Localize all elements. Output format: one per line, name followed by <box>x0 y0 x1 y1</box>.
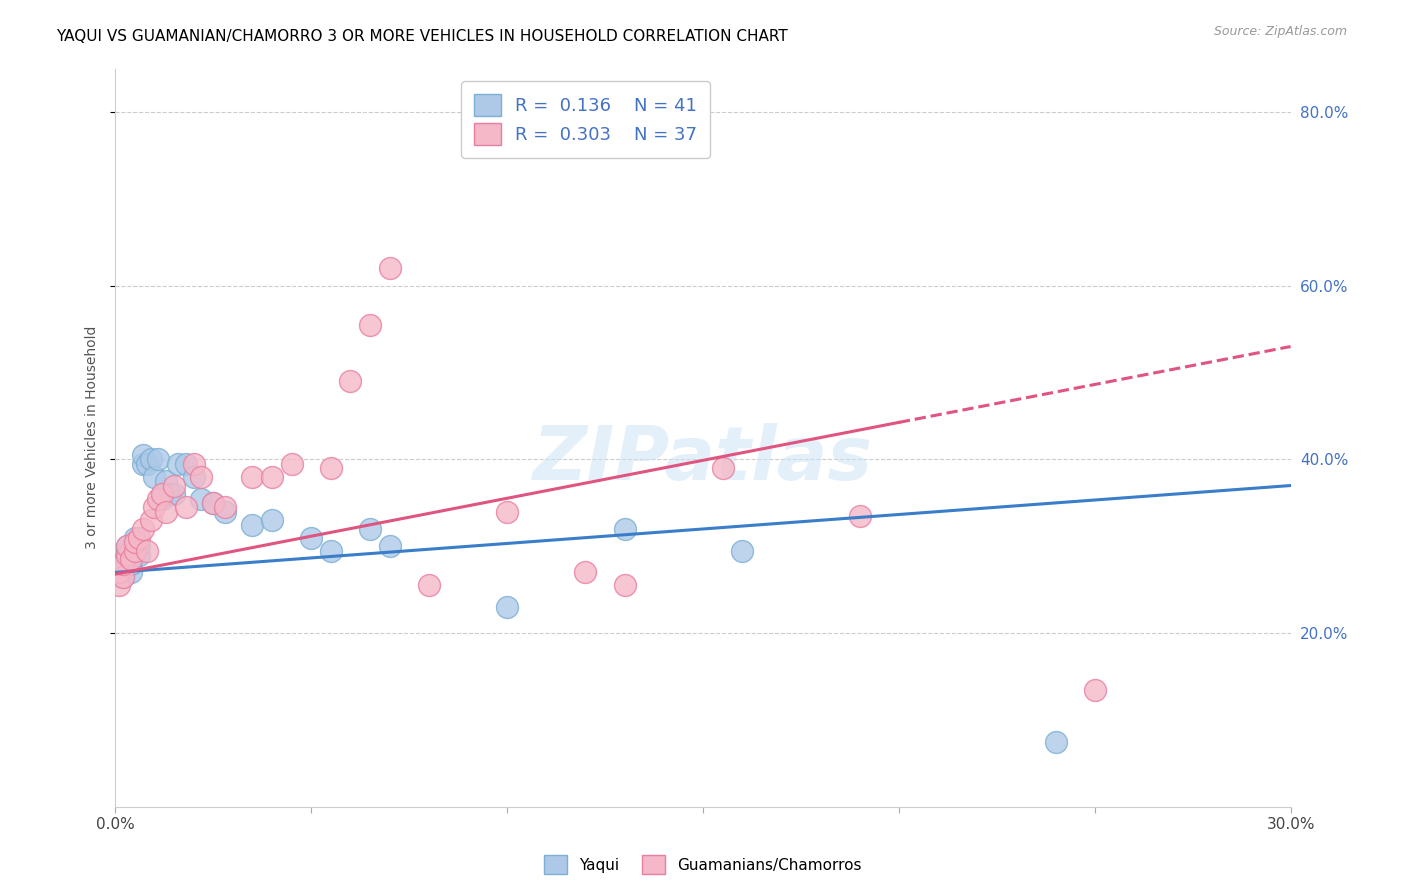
Point <box>131 457 153 471</box>
Point <box>496 600 519 615</box>
Point <box>190 470 212 484</box>
Point <box>139 513 162 527</box>
Point <box>359 522 381 536</box>
Point <box>112 570 135 584</box>
Point <box>242 517 264 532</box>
Point <box>139 452 162 467</box>
Text: Source: ZipAtlas.com: Source: ZipAtlas.com <box>1213 25 1347 38</box>
Point <box>108 566 131 580</box>
Point <box>378 261 401 276</box>
Point <box>115 543 138 558</box>
Legend: R =  0.136    N = 41, R =  0.303    N = 37: R = 0.136 N = 41, R = 0.303 N = 37 <box>461 81 710 158</box>
Point <box>190 491 212 506</box>
Point <box>148 491 170 506</box>
Point <box>131 448 153 462</box>
Point <box>135 457 157 471</box>
Point <box>418 578 440 592</box>
Point <box>202 496 225 510</box>
Point <box>124 543 146 558</box>
Point <box>167 457 190 471</box>
Point <box>155 474 177 488</box>
Point <box>731 543 754 558</box>
Point <box>174 500 197 515</box>
Point <box>155 505 177 519</box>
Point <box>112 561 135 575</box>
Point <box>108 557 131 571</box>
Point <box>202 496 225 510</box>
Point <box>115 548 138 562</box>
Point <box>496 505 519 519</box>
Point <box>183 470 205 484</box>
Point <box>124 543 146 558</box>
Point <box>163 478 186 492</box>
Point <box>214 505 236 519</box>
Point <box>183 457 205 471</box>
Point <box>359 318 381 332</box>
Point <box>319 543 342 558</box>
Point <box>143 470 166 484</box>
Point <box>128 539 150 553</box>
Point <box>120 552 142 566</box>
Point <box>214 500 236 515</box>
Point <box>1084 682 1107 697</box>
Point <box>115 539 138 553</box>
Point <box>115 548 138 562</box>
Point <box>242 470 264 484</box>
Point <box>128 548 150 562</box>
Point <box>299 531 322 545</box>
Point <box>148 452 170 467</box>
Point <box>115 539 138 553</box>
Point <box>174 457 197 471</box>
Point <box>613 522 636 536</box>
Point <box>574 566 596 580</box>
Point <box>108 566 131 580</box>
Point <box>120 552 142 566</box>
Point <box>319 461 342 475</box>
Point <box>378 539 401 553</box>
Point <box>711 461 734 475</box>
Point <box>613 578 636 592</box>
Text: YAQUI VS GUAMANIAN/CHAMORRO 3 OR MORE VEHICLES IN HOUSEHOLD CORRELATION CHART: YAQUI VS GUAMANIAN/CHAMORRO 3 OR MORE VE… <box>56 29 787 44</box>
Point <box>1045 735 1067 749</box>
Point <box>135 543 157 558</box>
Point <box>108 578 131 592</box>
Point <box>143 500 166 515</box>
Point <box>260 513 283 527</box>
Text: ZIPatlas: ZIPatlas <box>533 424 873 497</box>
Point <box>163 487 186 501</box>
Y-axis label: 3 or more Vehicles in Household: 3 or more Vehicles in Household <box>86 326 100 549</box>
Point <box>112 570 135 584</box>
Point <box>159 487 181 501</box>
Point <box>280 457 302 471</box>
Point <box>112 557 135 571</box>
Point <box>260 470 283 484</box>
Legend: Yaqui, Guamanians/Chamorros: Yaqui, Guamanians/Chamorros <box>538 849 868 880</box>
Point <box>150 491 173 506</box>
Point <box>124 531 146 545</box>
Point <box>150 487 173 501</box>
Point <box>128 531 150 545</box>
Point <box>848 508 870 523</box>
Point <box>120 566 142 580</box>
Point <box>120 557 142 571</box>
Point <box>131 522 153 536</box>
Point <box>339 374 361 388</box>
Point <box>124 535 146 549</box>
Point <box>124 539 146 553</box>
